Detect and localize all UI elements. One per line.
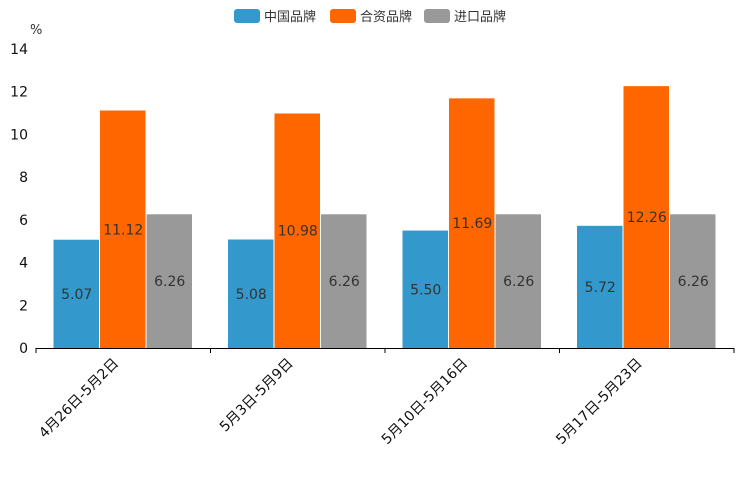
bar-value-label: 6.26	[329, 274, 360, 290]
bar-1-1[interactable]	[53, 239, 100, 348]
bar-3-4[interactable]	[670, 214, 716, 348]
bar-value-label: 5.50	[410, 282, 441, 298]
bar-2-2[interactable]	[274, 113, 321, 349]
bar-value-label: 6.26	[503, 274, 534, 290]
bar-value-label: 11.12	[103, 222, 143, 238]
bar-2-3[interactable]	[449, 98, 495, 349]
y-tick-label: 8	[19, 170, 28, 186]
legend-label-3[interactable]: 进口品牌	[454, 9, 506, 25]
legend: 中国品牌 合资品牌 进口品牌	[234, 9, 506, 25]
bar-value-label: 11.69	[452, 216, 492, 232]
y-tick-label: 10	[10, 127, 28, 143]
y-tick-label: 4	[19, 256, 28, 272]
x-axis: 4月26日-5月2日 5月3日-5月9日 5月10日-5月16日 5月17日-5月23…	[35, 348, 735, 448]
y-tick-label: 12	[10, 85, 28, 101]
bar-1-4[interactable]	[577, 225, 623, 348]
bar-value-label: 10.98	[278, 224, 318, 240]
bar-value-label: 6.26	[154, 274, 185, 290]
bar-3-3[interactable]	[495, 214, 542, 348]
y-tick-label: 0	[19, 341, 28, 357]
y-axis: 0 2 4 6 8 10 12 14	[10, 42, 28, 357]
bar-value-label: 6.26	[678, 274, 709, 290]
bar-value-label: 5.07	[61, 287, 92, 303]
legend-swatch-3[interactable]	[424, 9, 450, 23]
x-tick-label: 5月3日-5月9日	[217, 356, 297, 436]
bar-1-3[interactable]	[402, 230, 449, 348]
bar-value-label: 5.08	[236, 287, 267, 303]
bar-2-4[interactable]	[623, 86, 670, 348]
bar-3-1[interactable]	[146, 214, 193, 348]
y-tick-label: 6	[19, 213, 28, 229]
x-tick-label: 5月17日-5月23日	[553, 356, 645, 448]
legend-label-2[interactable]: 合资品牌	[360, 9, 412, 25]
bar-value-label: 5.72	[585, 280, 616, 296]
bar-3-2[interactable]	[321, 214, 367, 348]
legend-swatch-1[interactable]	[234, 9, 260, 23]
bars-group: 5.07 11.12 6.26 5.08 10.98 6.26 5.50 11.69 6.26 5…	[53, 86, 716, 349]
bar-value-label: 12.26	[627, 210, 667, 226]
y-tick-label: 14	[10, 42, 28, 58]
legend-swatch-2[interactable]	[330, 9, 356, 23]
bar-2-1[interactable]	[100, 110, 146, 348]
bar-1-2[interactable]	[228, 239, 274, 348]
y-tick-label: 2	[19, 298, 28, 314]
x-tick-label: 4月26日-5月2日	[36, 356, 122, 442]
y-axis-unit-label: %	[30, 23, 42, 38]
legend-label-1[interactable]: 中国品牌	[264, 9, 316, 25]
x-tick-label: 5月10日-5月16日	[379, 356, 471, 448]
